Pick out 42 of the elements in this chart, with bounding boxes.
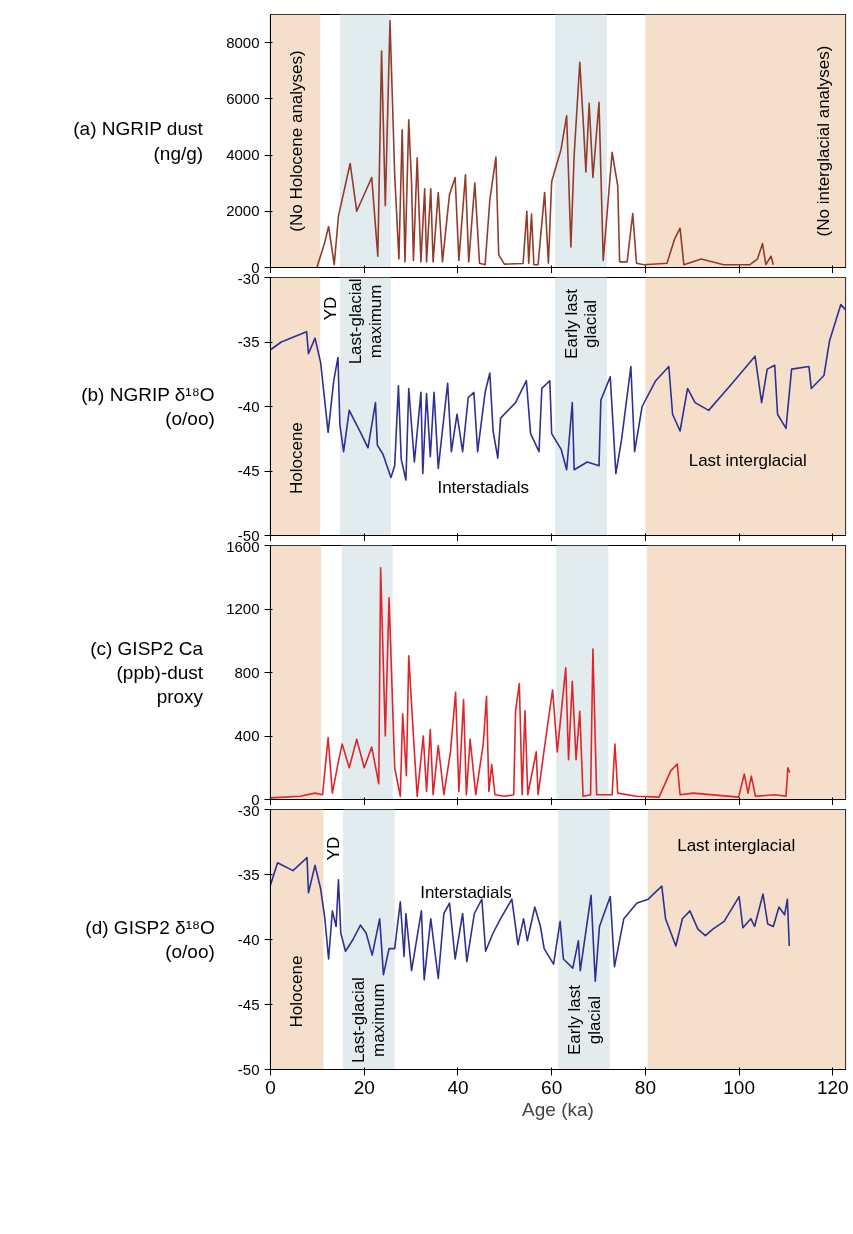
annotation: Last-glacial maximum — [345, 278, 385, 365]
y-tick-label: 4000 — [226, 146, 260, 164]
x-tick-label: 40 — [447, 1076, 469, 1098]
annotation: YD — [321, 296, 341, 321]
y-axis-title: (d) GISP2 δ¹⁸O (o/oo) — [85, 916, 215, 963]
annotation: Interstadials — [437, 478, 530, 498]
x-tick-label: 120 — [817, 1076, 849, 1098]
y-tick-label: -35 — [237, 333, 260, 350]
x-tick-label: 0 — [265, 1076, 276, 1098]
y-tick-label: -45 — [237, 995, 260, 1013]
y-tick-label: -50 — [237, 1060, 260, 1078]
annotation: YD — [324, 836, 344, 861]
y-tick-label: 6000 — [226, 89, 260, 107]
y-axis-title: (c) GISP2 Ca (ppb)-dust proxy — [90, 637, 204, 708]
annotation: Holocene — [287, 955, 307, 1028]
line-series — [270, 566, 791, 799]
line-series — [316, 19, 775, 268]
y-tick-label: 2000 — [226, 202, 260, 220]
y-tick-label: -40 — [237, 397, 260, 415]
annotation: Interstadials — [420, 883, 512, 903]
x-tick-label: 60 — [541, 1076, 563, 1098]
y-tick-label: 400 — [234, 727, 260, 744]
y-tick-label: 1200 — [226, 600, 260, 617]
annotation: Last interglacial — [677, 836, 796, 856]
x-axis-title: Age (ka) — [522, 1098, 594, 1120]
y-axis-title: (a) NGRIP dust (ng/g) — [73, 118, 204, 164]
y-tick-label: -35 — [237, 865, 260, 883]
y-tick-label: -45 — [237, 462, 260, 479]
x-tick-label: 80 — [634, 1076, 656, 1098]
x-tick-label: 20 — [353, 1076, 375, 1098]
annotation: (No interglacial analyses) — [814, 45, 834, 237]
annotation: Last-glacial maximum — [349, 977, 389, 1064]
annotation: Holocene — [286, 422, 306, 495]
y-tick-label: -40 — [237, 930, 260, 948]
annotation: Last interglacial — [688, 451, 807, 471]
annotation: (No Holocene analyses) — [286, 50, 306, 232]
x-tick-label: 100 — [723, 1076, 755, 1098]
y-axis-title: (b) NGRIP δ¹⁸O (o/oo) — [81, 383, 215, 430]
y-tick-label: 8000 — [226, 33, 260, 51]
y-tick-label: 800 — [234, 663, 260, 681]
annotation: Early last glacial — [564, 984, 604, 1056]
annotation: Early last glacial — [561, 288, 601, 359]
